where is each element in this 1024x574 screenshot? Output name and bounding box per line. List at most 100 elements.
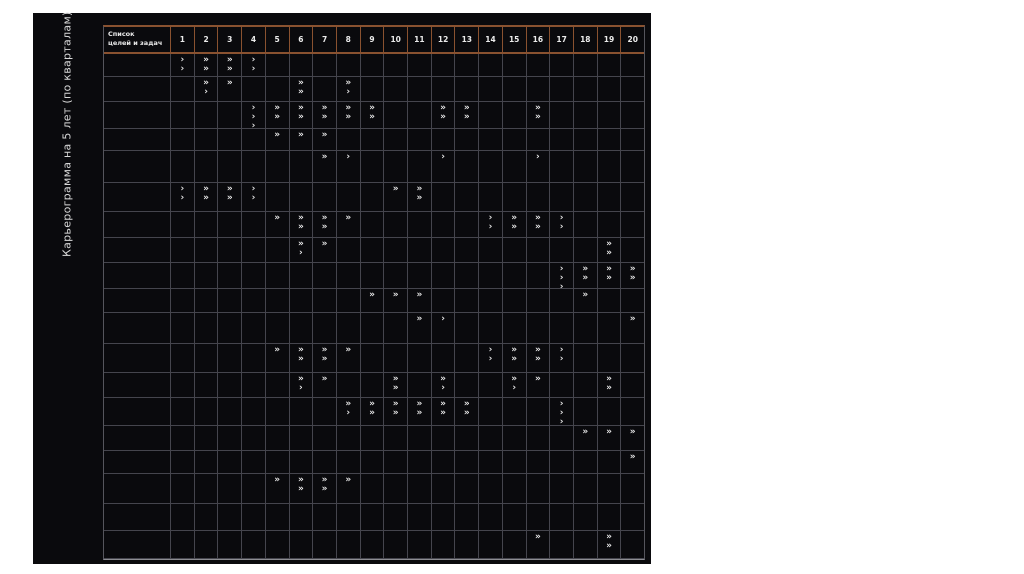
progress-marker: » xyxy=(606,264,612,274)
grid-cell xyxy=(384,426,409,450)
grid-cell xyxy=(313,531,337,558)
grid-cell xyxy=(361,373,385,397)
grid-row: › ›»»»» › › xyxy=(104,54,644,77)
grid-cell xyxy=(432,474,456,503)
grid-cell xyxy=(479,373,503,397)
progress-marker: » xyxy=(392,408,399,418)
quarter-header: 11 xyxy=(408,27,432,52)
slide-side-title: Карьерограмма на 5 лет (по кварталам) xyxy=(60,11,74,257)
progress-marker: » xyxy=(534,222,541,232)
grid-cell xyxy=(598,54,622,76)
grid-cell xyxy=(384,313,409,343)
progress-marker: › xyxy=(488,222,493,232)
grid-cell xyxy=(290,54,314,76)
grid-cell: »» xyxy=(290,344,314,372)
grid-cell xyxy=(337,531,361,558)
quarter-header: 19 xyxy=(598,27,622,52)
grid-cell xyxy=(598,474,622,503)
grid-cell: » › xyxy=(432,373,456,397)
grid-cell xyxy=(621,77,644,101)
quarter-header: 1 xyxy=(171,27,195,52)
grid-cell xyxy=(408,212,432,237)
grid-cell: »» xyxy=(313,212,337,237)
grid-cell xyxy=(171,313,195,343)
grid-cell: » xyxy=(313,373,337,397)
grid-cell xyxy=(384,263,409,288)
grid-cell xyxy=(574,54,598,76)
grid-cell: › › xyxy=(171,54,195,76)
progress-marker: › xyxy=(536,152,540,162)
grid-cell xyxy=(361,474,385,503)
grid-cell xyxy=(195,102,219,128)
progress-marker: » xyxy=(582,273,589,283)
grid-cell xyxy=(242,313,266,343)
progress-marker: » xyxy=(321,222,328,232)
progress-marker: › xyxy=(559,273,564,283)
grid-cell xyxy=(337,426,361,450)
grid-cell xyxy=(337,54,361,76)
grid-cell: » › xyxy=(290,373,314,397)
row-label-cell xyxy=(104,313,171,343)
grid-cell xyxy=(621,289,644,312)
progress-marker: » xyxy=(226,193,233,203)
grid-cell: » xyxy=(621,426,644,450)
grid-cell xyxy=(550,531,574,558)
progress-marker: › xyxy=(488,354,493,364)
grid-cell xyxy=(171,212,195,237)
grid-row: »»» xyxy=(104,531,644,559)
table-body: › ›»»»» › ›» ›»»»» › › › ›»»»»»»»»»»»»»»»»»»»» › ›… xyxy=(104,54,644,559)
grid-cell xyxy=(361,212,385,237)
grid-cell: »» xyxy=(408,183,432,211)
progress-marker: › xyxy=(251,193,256,203)
grid-cell xyxy=(408,129,432,150)
grid-cell: » xyxy=(527,531,551,558)
grid-cell xyxy=(195,289,219,312)
row-label-cell xyxy=(104,426,171,450)
grid-cell xyxy=(479,238,503,262)
grid-cell: » › xyxy=(290,238,314,262)
grid-cell xyxy=(550,474,574,503)
grid-cell xyxy=(171,263,195,288)
grid-cell xyxy=(479,451,503,473)
progress-marker: » xyxy=(534,112,541,122)
grid-cell xyxy=(384,151,409,182)
quarter-header: 14 xyxy=(479,27,503,52)
grid-cell xyxy=(384,129,409,150)
grid-cell xyxy=(621,474,644,503)
quarter-header: 12 xyxy=(432,27,456,52)
grid-cell: » xyxy=(574,426,598,450)
grid-cell xyxy=(218,426,243,450)
grid-cell xyxy=(527,54,551,76)
progress-marker: » xyxy=(203,55,209,65)
grid-cell xyxy=(550,183,574,211)
grid-cell xyxy=(218,102,243,128)
row-label-cell xyxy=(104,151,171,182)
grid-cell: »» xyxy=(290,77,314,101)
grid-cell xyxy=(313,426,337,450)
grid-cell xyxy=(171,129,195,150)
grid-cell xyxy=(337,313,361,343)
grid-cell xyxy=(408,474,432,503)
grid-cell xyxy=(527,77,551,101)
progress-marker: » xyxy=(511,374,518,384)
quarter-header: 8 xyxy=(337,27,361,52)
grid-cell xyxy=(266,398,290,425)
grid-cell xyxy=(218,398,243,425)
grid-cell xyxy=(171,398,195,425)
grid-cell xyxy=(432,129,456,150)
grid-cell xyxy=(550,426,574,450)
row-label-cell xyxy=(104,212,171,237)
grid-row: » xyxy=(104,451,644,474)
progress-marker: » xyxy=(297,103,304,113)
grid-cell: » xyxy=(574,289,598,312)
row-label-cell xyxy=(104,129,171,150)
grid-cell xyxy=(455,373,480,397)
grid-cell xyxy=(171,289,195,312)
grid-cell xyxy=(503,398,527,425)
progress-marker: » xyxy=(203,78,209,88)
grid-cell: » xyxy=(337,212,361,237)
progress-marker: » xyxy=(321,112,328,122)
grid-cell xyxy=(242,451,266,473)
progress-marker: » xyxy=(511,222,518,232)
progress-marker: › xyxy=(559,213,564,223)
